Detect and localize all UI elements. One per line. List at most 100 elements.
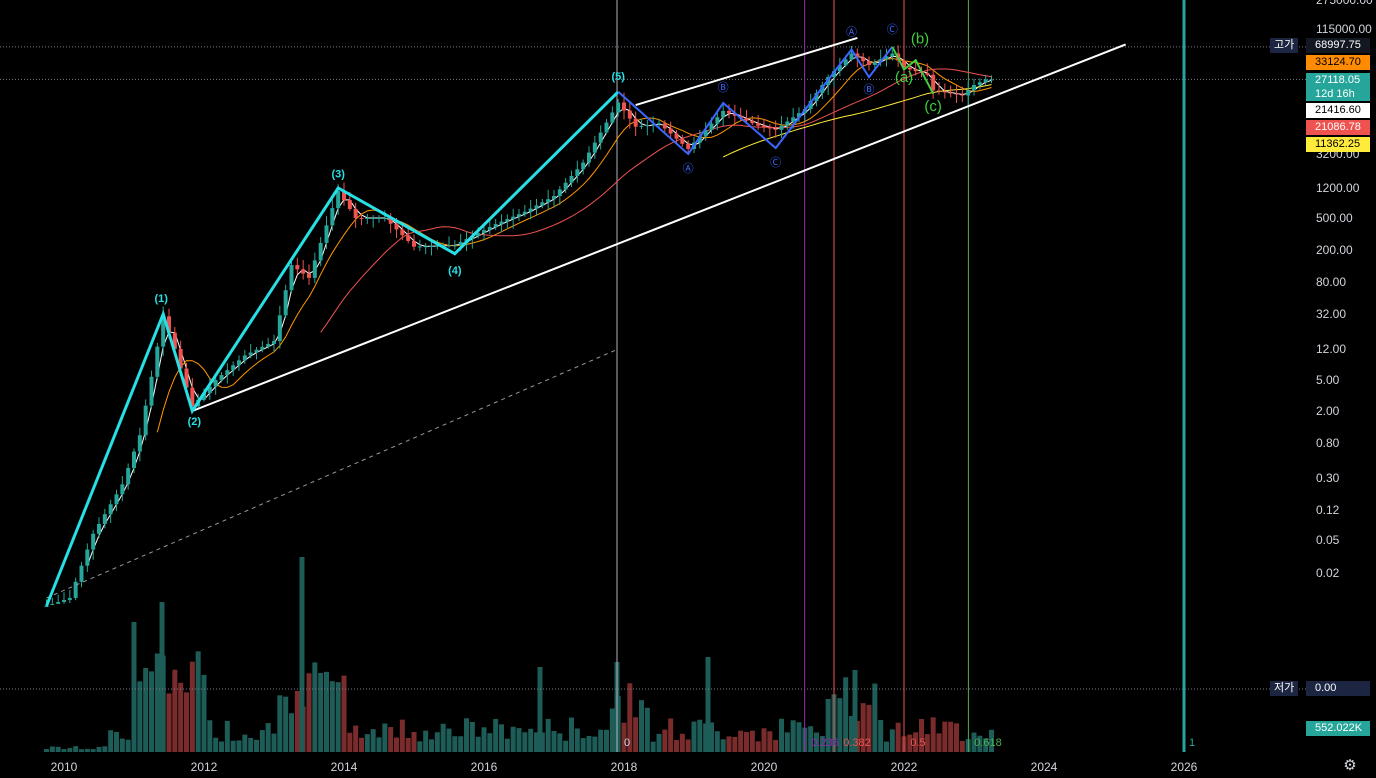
volume-bar [452,736,458,752]
candle-body [458,242,463,246]
gear-icon[interactable]: ⚙ [1343,757,1357,774]
candle-body [884,56,889,60]
candle-body [406,235,411,241]
candle-body [872,62,877,65]
volume-bar [948,721,954,752]
volume-bar [504,738,510,752]
volume-bar [639,700,644,752]
candle-body [651,124,656,126]
time-tick-label: 2018 [611,760,638,774]
candle-body [639,125,644,127]
price-axis-tag: 고가 [1270,38,1299,53]
candle-body [890,53,895,57]
green-wave-line [891,46,935,95]
volume-bar [551,730,557,752]
price-axis: 275000.00115000.003200.001200.00500.0020… [1316,0,1373,580]
candle-body [808,101,813,110]
candle-body [767,127,772,129]
abc-wave-label: Ⓒ [770,156,781,169]
volume-bar [674,739,679,752]
fib-level-label: 0.618 [974,737,1002,749]
price-tick-label: 200.00 [1316,243,1353,257]
volume-bar [131,622,137,752]
candle-body [925,72,930,75]
candle-body [97,523,101,534]
abc-wave-label: Ⓑ [864,83,875,96]
volume-bar [919,718,924,752]
candle-body [143,405,148,436]
time-tick-label: 2014 [331,760,358,774]
volume-bar [930,717,936,752]
volume-bar [102,746,108,752]
price-tick-label: 115000.00 [1316,22,1372,36]
candle-body [867,61,871,65]
volume-bar [493,718,499,752]
volume-bar [61,749,67,752]
candle-body [902,60,906,68]
guide-lines: 0 0.236 0.382 0.5 0.618 1 [0,0,1306,752]
volume-bar [277,695,283,752]
volume-bar [49,746,55,752]
price-tick-label: 2.00 [1316,404,1340,418]
volume-bar [84,748,90,752]
candle-body [62,599,66,602]
abc-wave-line [617,46,894,156]
candle-body [972,85,976,91]
candle-body [557,189,562,197]
volume-bar [668,718,674,752]
candle-body [137,435,142,452]
candle-body [487,227,492,231]
candle-body [377,218,381,219]
candle-body [709,123,714,130]
volume-bar [458,736,464,752]
candle-body [318,242,323,261]
candle-body [989,79,994,81]
volume-bar [306,673,312,752]
volume-bar [254,739,259,752]
candle-body [178,349,183,369]
volume-bar [755,741,761,752]
volume-bar [621,722,627,752]
candle-body [365,218,370,219]
candle-body [762,125,766,128]
candle-body [237,360,241,366]
candle-body [400,229,405,236]
candle-body [429,246,434,248]
volume-bar [324,671,329,752]
candle-body [563,182,568,190]
candle-body [592,142,597,153]
candle-body [668,128,673,134]
candle-body [534,205,539,209]
volume-bar [884,741,889,752]
candle-body [849,53,854,60]
candle-body [336,190,341,209]
price-tick-label: 12.00 [1316,342,1346,356]
volume-bar [889,729,895,752]
candle-body [108,504,113,515]
volume-bar [178,682,184,752]
ma-yellow [722,84,992,158]
price-tick-label: 0.30 [1316,471,1340,485]
volume-bar [633,717,639,752]
candle-body [633,118,638,127]
volume-bar [434,732,440,752]
volume-bar [44,749,49,752]
candle-body [546,199,551,203]
candle-body [56,601,61,604]
candle-body [581,162,586,170]
price-tick-label: 0.12 [1316,503,1340,517]
candle-body [843,59,848,66]
candle-body [207,386,212,394]
candle-body [785,121,790,126]
volume-bar [650,741,656,752]
volume-bar [685,739,691,752]
candle-body [254,349,259,353]
volume-bar [259,730,265,752]
volume-bar [580,738,586,752]
price-axis-label: 21416.60 [1306,103,1370,118]
candle-body [202,393,206,400]
candles [44,45,994,607]
volume-bar [738,730,744,752]
volume-bar [464,718,469,752]
